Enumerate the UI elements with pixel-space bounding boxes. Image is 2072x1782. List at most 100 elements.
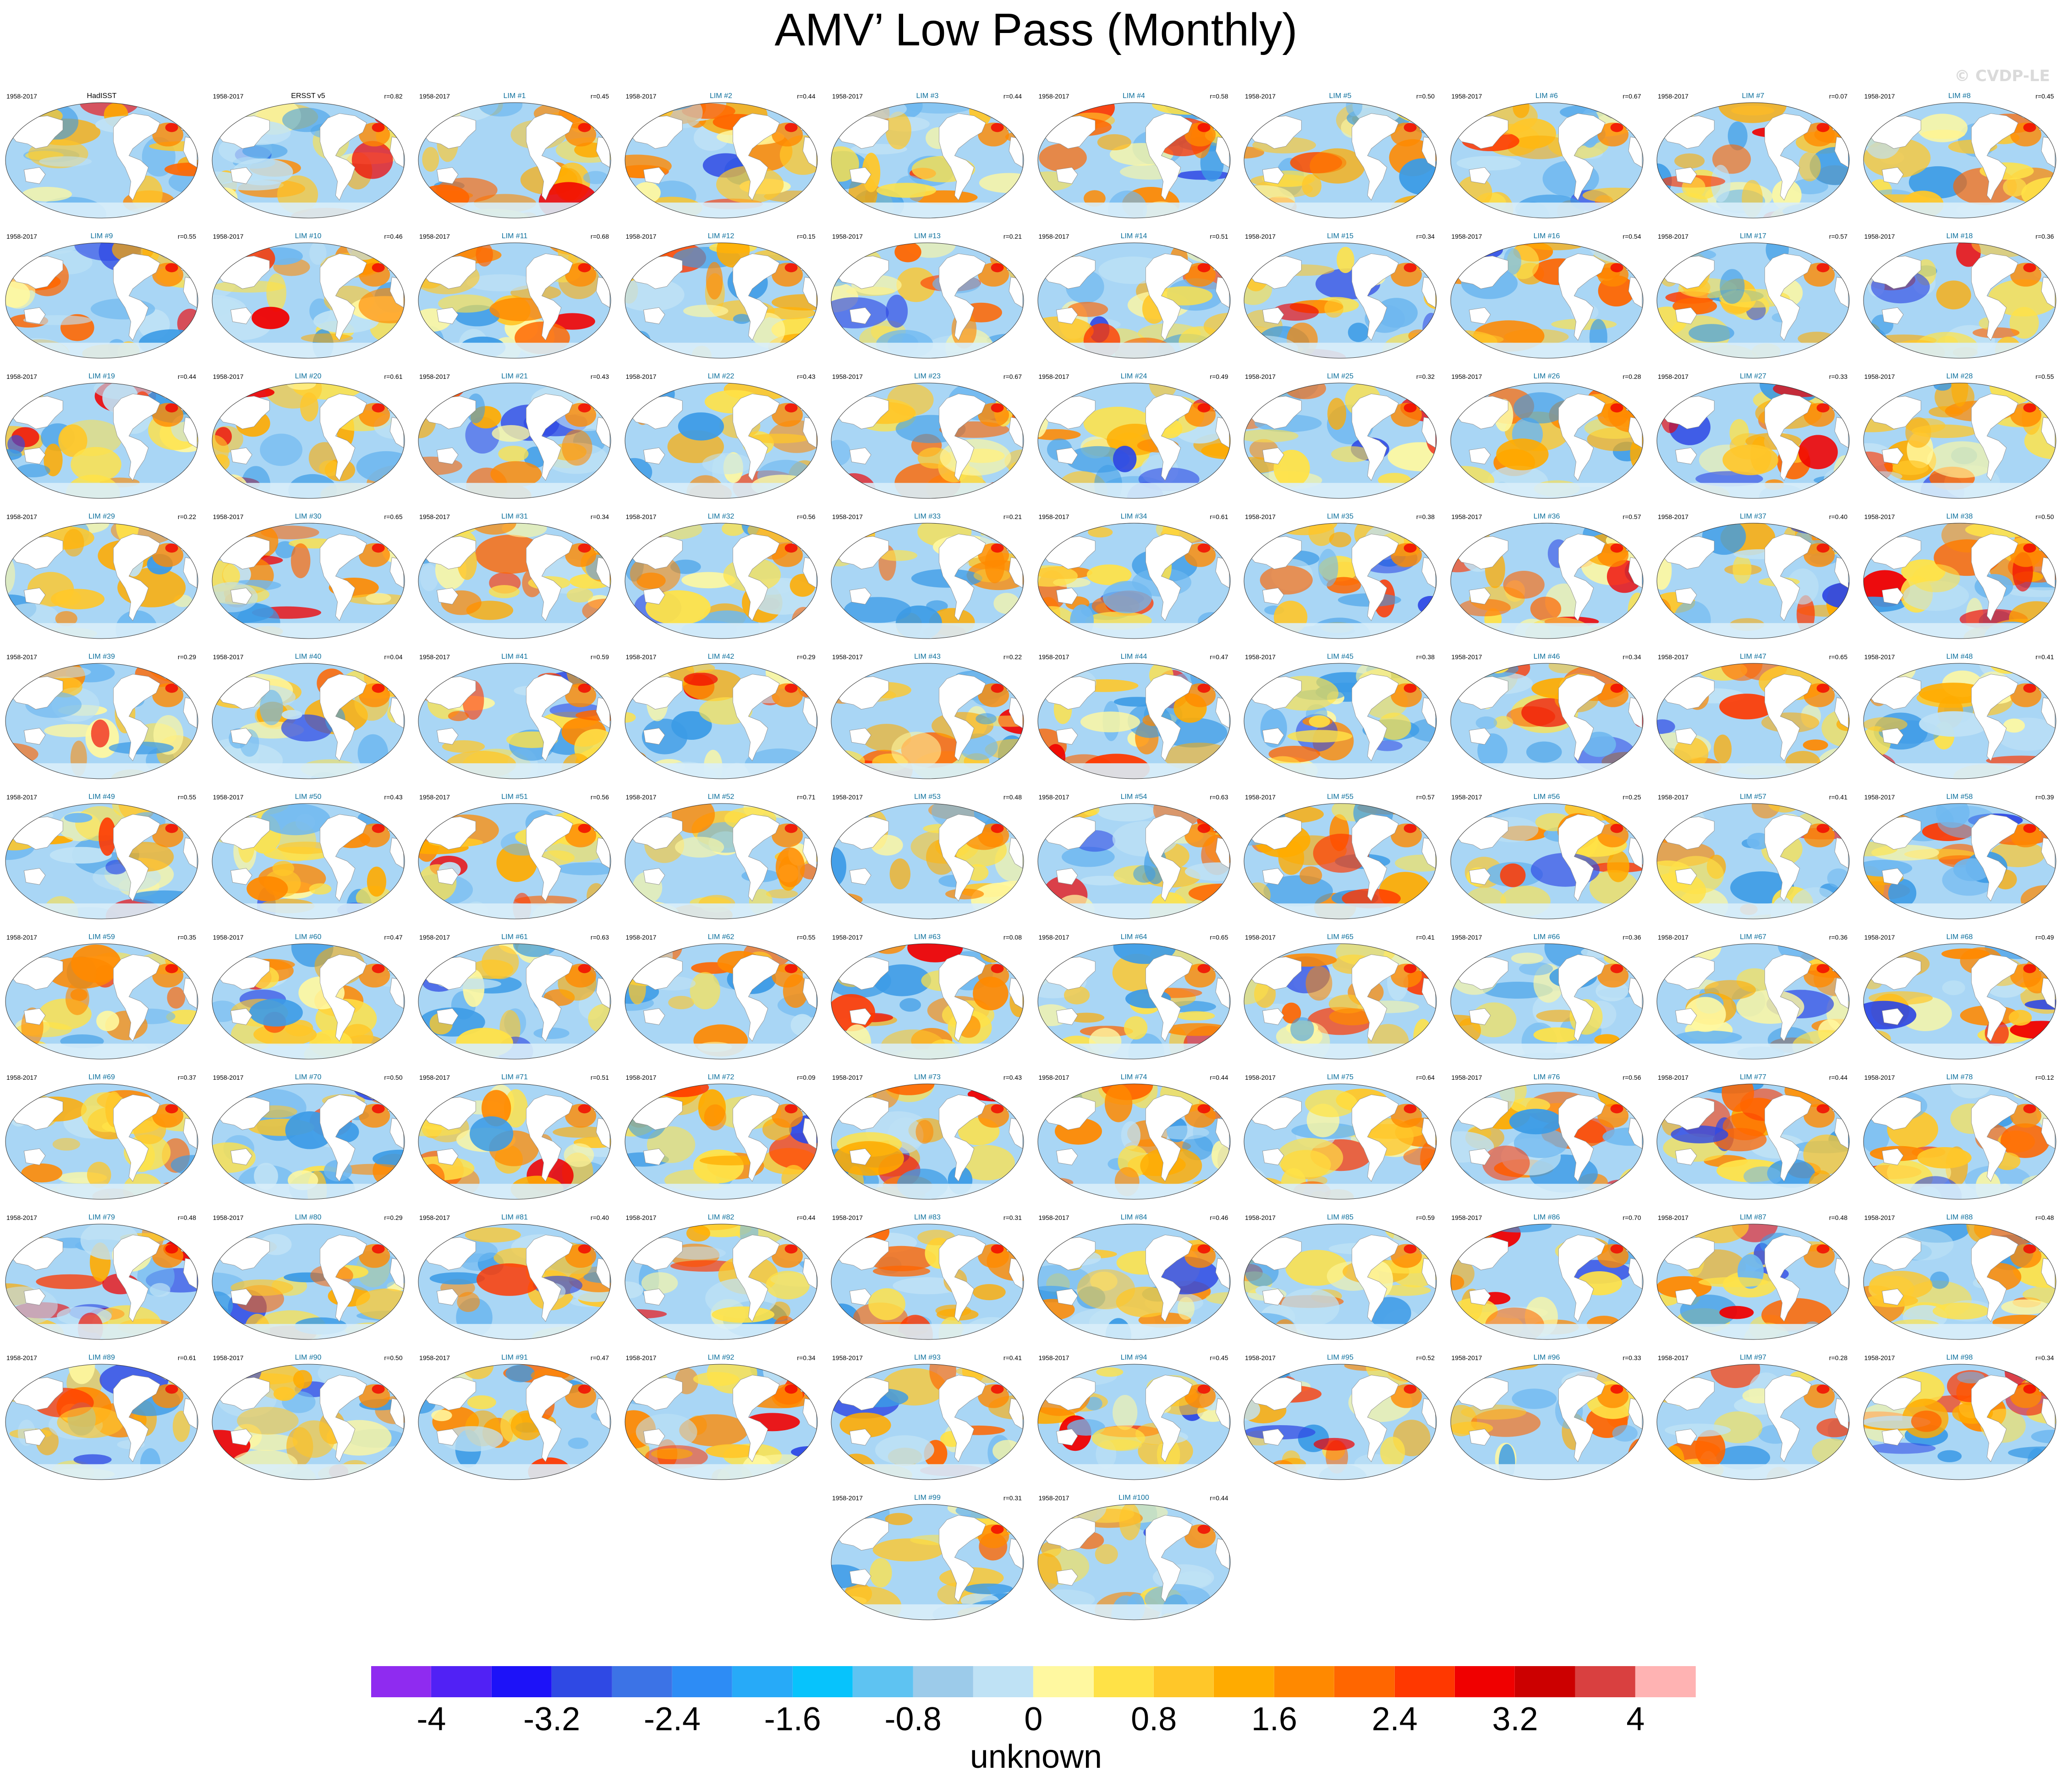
map-panel-grid: 1958-2017 HadISST 1958-2017 ERSST v5 r=0.82 1… [5,92,2061,1620]
colorbar-tick-label: -3.2 [523,1701,581,1738]
panel-period-label: 1958-2017 [1864,513,1895,520]
panel-title: LIM #15 [1327,232,1354,240]
map-panel: 1958-2017 LIM #84 r=0.46 [1033,1214,1235,1354]
panel-period-label: 1958-2017 [213,513,244,520]
sst-anomaly-map [5,1224,198,1340]
sst-anomaly-map [1037,943,1230,1060]
panel-correlation-label: r=0.48 [177,1214,196,1221]
map-panel: 1958-2017 LIM #95 r=0.52 [1239,1354,1441,1494]
panel-correlation-label: r=0.57 [1416,793,1435,801]
panel-title: LIM #44 [1120,653,1147,661]
sst-anomaly-map [1656,1224,1850,1340]
panel-correlation-label: r=0.56 [1623,1074,1641,1081]
panel-title: LIM #42 [707,653,735,661]
map-panel: 1958-2017 LIM #81 r=0.40 [414,1214,615,1354]
map-panel: 1958-2017 LIM #92 r=0.34 [620,1354,822,1494]
panel-period-label: 1958-2017 [1245,93,1276,100]
sst-anomaly-map [625,383,817,499]
sst-anomaly-map [1656,242,1850,359]
panel-title: LIM #63 [914,933,941,941]
map-panel: 1958-2017 LIM #48 r=0.41 [1859,653,2061,793]
sst-anomaly-map [1450,943,1643,1060]
panel-period-label: 1958-2017 [6,233,37,240]
panel-period-label: 1958-2017 [832,1354,863,1361]
panel-period-label: 1958-2017 [1658,1074,1688,1081]
map-panel: 1958-2017 LIM #82 r=0.44 [620,1214,822,1354]
colorbar-box [853,1666,913,1697]
sst-anomaly-map [418,663,611,779]
panel-correlation-label: r=0.64 [1416,1074,1435,1081]
map-panel: 1958-2017 LIM #97 r=0.28 [1652,1354,1854,1494]
panel-period-label: 1958-2017 [625,793,657,801]
colorbar-box [672,1666,733,1697]
panel-period-label: 1958-2017 [213,793,244,801]
panel-period-label: 1958-2017 [419,1214,450,1221]
map-panel: 1958-2017 LIM #15 r=0.34 [1239,232,1441,372]
map-panel: 1958-2017 LIM #7 r=0.07 [1652,92,1854,232]
panel-period-label: 1958-2017 [832,934,863,941]
panel-period-label: 1958-2017 [419,373,450,380]
sst-anomaly-map [418,383,611,499]
sst-anomaly-map [1450,1224,1643,1340]
map-panel: 1958-2017 LIM #13 r=0.21 [827,232,1028,372]
map-panel: 1958-2017 LIM #20 r=0.61 [208,372,409,513]
sst-anomaly-map [831,523,1024,639]
panel-title: LIM #79 [88,1214,115,1221]
panel-title: LIM #100 [1118,1494,1149,1502]
sst-anomaly-map [212,943,405,1060]
panel-title: LIM #27 [1740,372,1766,380]
panel-title: LIM #37 [1740,513,1766,520]
sst-anomaly-map [625,242,817,359]
map-panel: 1958-2017 LIM #45 r=0.38 [1239,653,1441,793]
sst-anomaly-map [831,803,1024,919]
panel-period-label: 1958-2017 [1451,653,1482,661]
panel-title: LIM #31 [501,513,528,520]
panel-correlation-label: r=0.51 [590,1074,609,1081]
panel-correlation-label: r=0.59 [590,653,609,661]
map-panel: 1958-2017 LIM #91 r=0.47 [414,1354,615,1494]
panel-correlation-label: r=0.50 [2035,513,2054,520]
panel-correlation-label: r=0.65 [384,513,403,520]
panel-title: LIM #54 [1120,793,1147,801]
map-panel: 1958-2017 LIM #11 r=0.68 [414,232,615,372]
panel-period-label: 1958-2017 [1658,1214,1688,1221]
sst-anomaly-map [625,102,817,219]
colorbar-box [612,1666,672,1697]
panel-correlation-label: r=0.47 [590,1354,609,1361]
map-panel: 1958-2017 LIM #42 r=0.29 [620,653,822,793]
panel-correlation-label: r=0.32 [1416,373,1435,380]
sst-anomaly-map [1037,803,1230,919]
panel-correlation-label: r=0.09 [797,1074,816,1081]
map-panel: 1958-2017 LIM #22 r=0.43 [620,372,822,513]
colorbar-box [1274,1666,1335,1697]
panel-title: LIM #38 [1946,513,1973,520]
panel-correlation-label: r=0.38 [1416,653,1435,661]
panel-correlation-label: r=0.39 [2035,793,2054,801]
panel-period-label: 1958-2017 [625,93,657,100]
panel-period-label: 1958-2017 [1451,93,1482,100]
sst-anomaly-map [1037,242,1230,359]
panel-period-label: 1958-2017 [213,233,244,240]
panel-title: LIM #68 [1946,933,1973,941]
sst-anomaly-map [1450,1364,1643,1480]
panel-period-label: 1958-2017 [832,513,863,520]
panel-correlation-label: r=0.65 [1210,934,1228,941]
map-panel: 1958-2017 LIM #24 r=0.49 [1033,372,1235,513]
panel-period-label: 1958-2017 [1451,1214,1482,1221]
panel-period-label: 1958-2017 [1864,373,1895,380]
panel-correlation-label: r=0.29 [797,653,816,661]
panel-title: LIM #6 [1535,92,1558,100]
panel-title: LIM #58 [1946,793,1973,801]
panel-period-label: 1958-2017 [419,1354,450,1361]
panel-period-label: 1958-2017 [419,513,450,520]
panel-correlation-label: r=0.38 [1416,513,1435,520]
colorbar-units-label: unknown [970,1738,1102,1775]
panel-correlation-label: r=0.36 [1829,934,1847,941]
map-panel: 1958-2017 LIM #31 r=0.34 [414,513,615,653]
panel-correlation-label: r=0.34 [797,1354,816,1361]
panel-period-label: 1958-2017 [1245,1214,1276,1221]
panel-correlation-label: r=0.44 [797,93,816,100]
panel-correlation-label: r=0.35 [177,934,196,941]
panel-correlation-label: r=0.37 [177,1074,196,1081]
sst-anomaly-map [1244,663,1437,779]
